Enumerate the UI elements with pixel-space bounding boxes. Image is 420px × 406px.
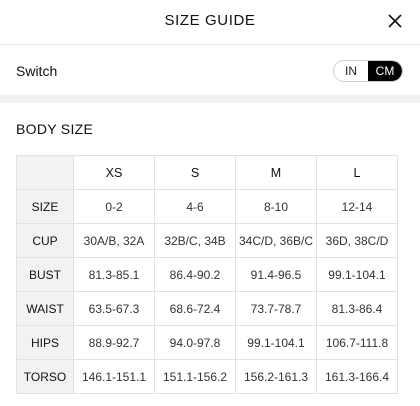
table-cell: 30A/B, 32A — [73, 223, 155, 258]
size-guide-header: SIZE GUIDE — [0, 0, 420, 45]
table-cell: 34C/D, 36B/C — [235, 223, 317, 258]
table-cell: 0-2 — [73, 189, 155, 224]
row-header: TORSO — [16, 359, 74, 394]
table-cell: 12-14 — [316, 189, 398, 224]
table-row: CUP 30A/B, 32A 32B/C, 34B 34C/D, 36B/C 3… — [16, 223, 398, 258]
column-header-m: M — [235, 155, 317, 190]
row-header: SIZE — [16, 189, 74, 224]
table-cell: 36D, 38C/D — [316, 223, 398, 258]
table-cell: 91.4-96.5 — [235, 257, 317, 292]
body-size-title: BODY SIZE — [16, 121, 94, 137]
table-cell: 151.1-156.2 — [154, 359, 236, 394]
table-cell: 86.4-90.2 — [154, 257, 236, 292]
page-title: SIZE GUIDE — [164, 12, 256, 29]
table-cell: 99.1-104.1 — [235, 325, 317, 360]
table-cell: 156.2-161.3 — [235, 359, 317, 394]
table-cell: 81.3-85.1 — [73, 257, 155, 292]
table-row: TORSO 146.1-151.1 151.1-156.2 156.2-161.… — [16, 359, 398, 394]
table-cell: 99.1-104.1 — [316, 257, 398, 292]
table-row: HIPS 88.9-92.7 94.0-97.8 99.1-104.1 106.… — [16, 325, 398, 360]
row-header: WAIST — [16, 291, 74, 326]
switch-label: Switch — [16, 63, 58, 79]
table-row: WAIST 63.5-67.3 68.6-72.4 73.7-78.7 81.3… — [16, 291, 398, 326]
table-cell: 81.3-86.4 — [316, 291, 398, 326]
unit-switch-row: Switch IN CM — [0, 45, 420, 95]
row-header: BUST — [16, 257, 74, 292]
close-icon[interactable] — [387, 13, 403, 29]
table-cell: 73.7-78.7 — [235, 291, 317, 326]
column-header-xs: XS — [73, 155, 155, 190]
table-cell: 161.3-166.4 — [316, 359, 398, 394]
row-header: CUP — [16, 223, 74, 258]
column-header-s: S — [154, 155, 236, 190]
table-cell: 106.7-111.8 — [316, 325, 398, 360]
table-cell: 32B/C, 34B — [154, 223, 236, 258]
table-cell: 94.0-97.8 — [154, 325, 236, 360]
size-table: XS S M L SIZE 0-2 4-6 8-10 12-14 CUP 30A… — [16, 155, 398, 394]
unit-option-in[interactable]: IN — [345, 64, 357, 78]
unit-option-cm[interactable]: CM — [368, 61, 402, 81]
table-cell: 146.1-151.1 — [73, 359, 155, 394]
table-header-row: XS S M L — [16, 155, 398, 190]
unit-toggle[interactable]: IN CM — [333, 60, 403, 82]
column-header-l: L — [316, 155, 398, 190]
table-corner-cell — [16, 155, 74, 190]
section-divider — [0, 95, 420, 103]
row-header: HIPS — [16, 325, 74, 360]
table-cell: 68.6-72.4 — [154, 291, 236, 326]
table-cell: 88.9-92.7 — [73, 325, 155, 360]
table-cell: 8-10 — [235, 189, 317, 224]
table-cell: 63.5-67.3 — [73, 291, 155, 326]
table-row: SIZE 0-2 4-6 8-10 12-14 — [16, 189, 398, 224]
table-cell: 4-6 — [154, 189, 236, 224]
table-row: BUST 81.3-85.1 86.4-90.2 91.4-96.5 99.1-… — [16, 257, 398, 292]
